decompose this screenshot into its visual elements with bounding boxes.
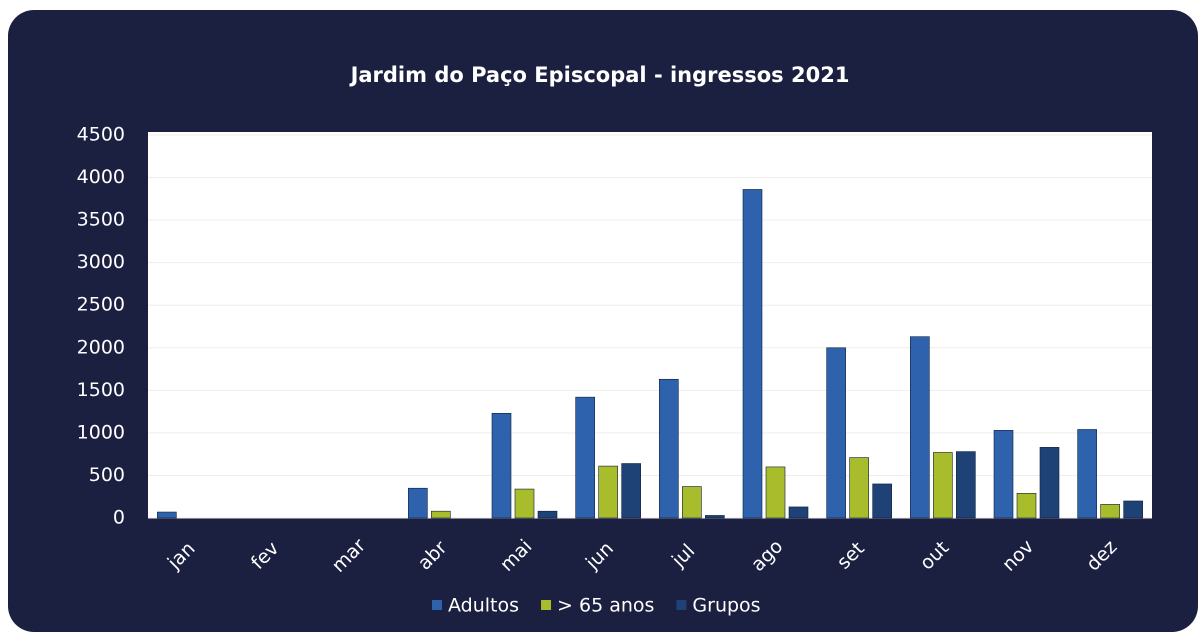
bar [621, 463, 641, 519]
y-tick-label: 3000 [77, 251, 125, 273]
y-tick-label: 0 [113, 507, 125, 529]
y-tick-label: 1500 [77, 379, 125, 401]
y-tick-label: 500 [89, 464, 125, 486]
plot-area [148, 132, 1152, 518]
bar [993, 430, 1014, 519]
bar [659, 378, 679, 519]
bar [1016, 493, 1037, 519]
bar [1123, 500, 1143, 519]
bar [933, 452, 953, 519]
bar [910, 336, 930, 519]
y-tick-label: 2500 [77, 294, 125, 316]
bar [575, 396, 595, 519]
bar [598, 465, 618, 519]
bar [1077, 429, 1097, 519]
bar [157, 511, 177, 519]
bar [431, 510, 451, 519]
bar [491, 413, 512, 519]
bar [682, 486, 702, 519]
bar [408, 487, 428, 519]
legend-label: > 65 anos [557, 595, 654, 617]
y-tick-label: 2000 [77, 336, 125, 358]
bar [742, 189, 763, 519]
bar [826, 347, 846, 519]
bar [514, 488, 535, 519]
legend-label: Grupos [692, 595, 760, 617]
legend-marker [676, 600, 687, 610]
bar [956, 451, 976, 519]
bar [1100, 504, 1120, 519]
legend-marker [432, 600, 442, 610]
y-tick-label: 3500 [77, 209, 125, 231]
bar [765, 466, 786, 519]
bar [705, 515, 725, 519]
legend-marker [541, 600, 552, 610]
chart-title: Jardim do Paço Episcopal - ingressos 202… [349, 63, 850, 87]
legend-label: Adultos [448, 595, 519, 617]
y-tick-label: 1000 [77, 421, 125, 443]
bar [537, 510, 558, 519]
bar [872, 483, 892, 519]
bar [1039, 447, 1060, 519]
y-tick-label: 4500 [77, 124, 125, 146]
y-tick-label: 4000 [77, 166, 125, 188]
bar [788, 506, 809, 519]
bar [849, 457, 869, 519]
